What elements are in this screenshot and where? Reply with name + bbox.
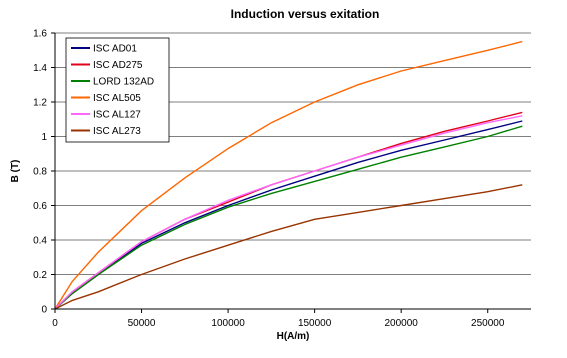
chart-title: Induction versus exitation <box>231 7 380 21</box>
x-tick-label: 0 <box>52 318 58 329</box>
series-lines <box>54 40 523 310</box>
x-tick-label: 200000 <box>384 318 418 329</box>
legend-label: ISC AD275 <box>93 60 143 71</box>
series-line-isc-al505 <box>54 40 523 310</box>
legend-label: ISC AD01 <box>93 44 137 55</box>
y-axis-label: B (T) <box>10 160 21 183</box>
legend-label: ISC AL505 <box>93 93 141 104</box>
y-tick-label: 1.2 <box>33 98 47 109</box>
x-axis-label: H(A/m) <box>277 331 310 342</box>
y-tick-label: 1 <box>41 132 47 143</box>
series-line-isc-al273 <box>54 184 523 310</box>
y-tick-label: 1.4 <box>33 63 47 74</box>
x-tick-label: 100000 <box>211 318 245 329</box>
y-tick-label: 0.8 <box>33 167 47 178</box>
legend: ISC AD01 ISC AD275 LORD 132AD ISC AL505 ISC … <box>65 37 170 143</box>
x-tick-label: 150000 <box>298 318 332 329</box>
legend-label: ISC AL127 <box>93 110 141 121</box>
x-tick-label: 250000 <box>471 318 505 329</box>
y-tick-label: 1.6 <box>33 29 47 40</box>
y-tick-label: 0.2 <box>33 270 47 281</box>
legend-box <box>65 37 170 143</box>
series-line-isc-al127 <box>54 115 523 310</box>
legend-label: LORD 132AD <box>93 77 154 88</box>
y-tick-label: 0.6 <box>33 201 47 212</box>
y-tick-label: 0.4 <box>33 236 47 247</box>
series-line-lord-132ad <box>54 125 523 310</box>
x-tick-label: 50000 <box>128 318 156 329</box>
y-tick-labels: 0 0.2 0.4 0.6 0.8 1 1.2 1.4 1.6 <box>33 29 55 316</box>
legend-label: ISC AL273 <box>93 126 141 137</box>
y-tick-label: 0 <box>41 305 47 316</box>
x-tick-labels: 0 50000 100000 150000 200000 250000 <box>52 309 505 329</box>
